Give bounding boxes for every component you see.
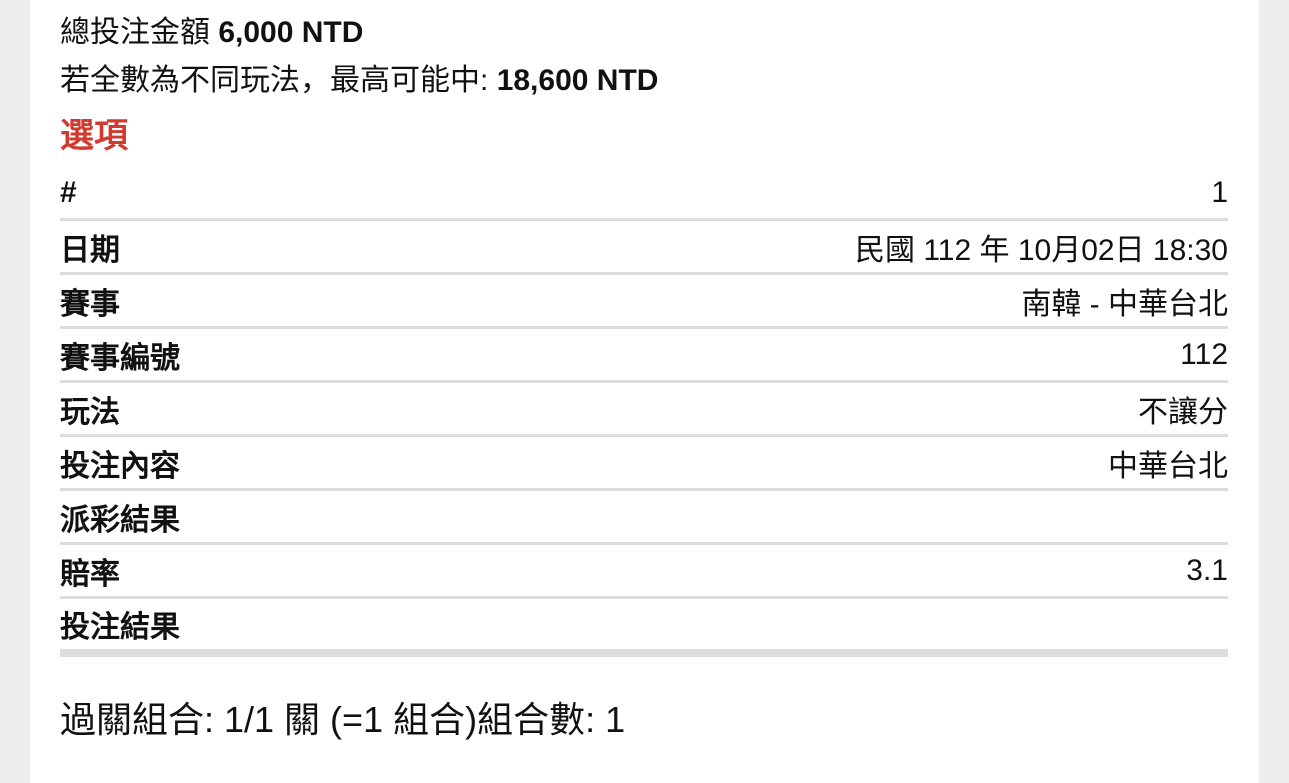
total-bet-line: 總投注金額 6,000 NTD [60,9,1228,57]
row-label: 投注結果 [60,611,180,644]
table-row: 投注結果 [60,599,1228,657]
max-win-value: 18,600 NTD [496,64,659,97]
row-label: 賠率 [60,557,120,591]
row-value: 南韓 - 中華台北 [1021,287,1228,321]
row-label: 日期 [60,233,120,267]
parlay-summary: 過關組合: 1/1 關 (=1 組合)組合數: 1 [60,699,626,740]
row-value: 民國 112 年 10月02日 18:30 [855,233,1228,267]
bet-detail-content: 總投注金額 6,000 NTD 若全數為不同玩法，最高可能中: 18,600 N… [60,0,1228,743]
row-label: 派彩結果 [60,503,180,537]
row-value: 112 [1180,337,1228,371]
max-win-line: 若全數為不同玩法，最高可能中: 18,600 NTD [60,57,1228,105]
section-title: 選項 [60,117,128,155]
table-row: 投注內容 中華台北 [60,437,1228,491]
total-bet-value: 6,000 NTD [218,16,364,49]
row-value: 3.1 [1186,553,1228,587]
row-label: 玩法 [60,395,120,429]
row-label: 賽事 [60,287,120,321]
row-value: 中華台北 [1108,449,1228,483]
options-table: #1 日期 民國 112 年 10月02日 18:30 賽事 南韓 - 中華台北賽事編號… [60,167,1228,657]
max-win-label: 若全數為不同玩法，最高可能中: [60,64,489,97]
table-row: 日期 民國 112 年 10月02日 18:30 [60,221,1228,275]
row-value: 1 [1211,175,1228,209]
table-row: 賠率 3.1 [60,545,1228,599]
table-row: 賽事 南韓 - 中華台北 [60,275,1228,329]
table-row: 賽事編號 112 [60,329,1228,383]
row-value: 不讓分 [1138,395,1228,429]
table-row: 派彩結果 [60,491,1228,545]
table-row: #1 [60,167,1228,221]
bet-detail-panel: 總投注金額 6,000 NTD 若全數為不同玩法，最高可能中: 18,600 N… [30,0,1259,783]
table-row: 玩法 不讓分 [60,383,1228,437]
row-label: 賽事編號 [60,341,180,375]
row-label: 投注內容 [60,449,180,483]
row-label: # [60,175,77,209]
total-bet-label: 總投注金額 [60,16,210,49]
